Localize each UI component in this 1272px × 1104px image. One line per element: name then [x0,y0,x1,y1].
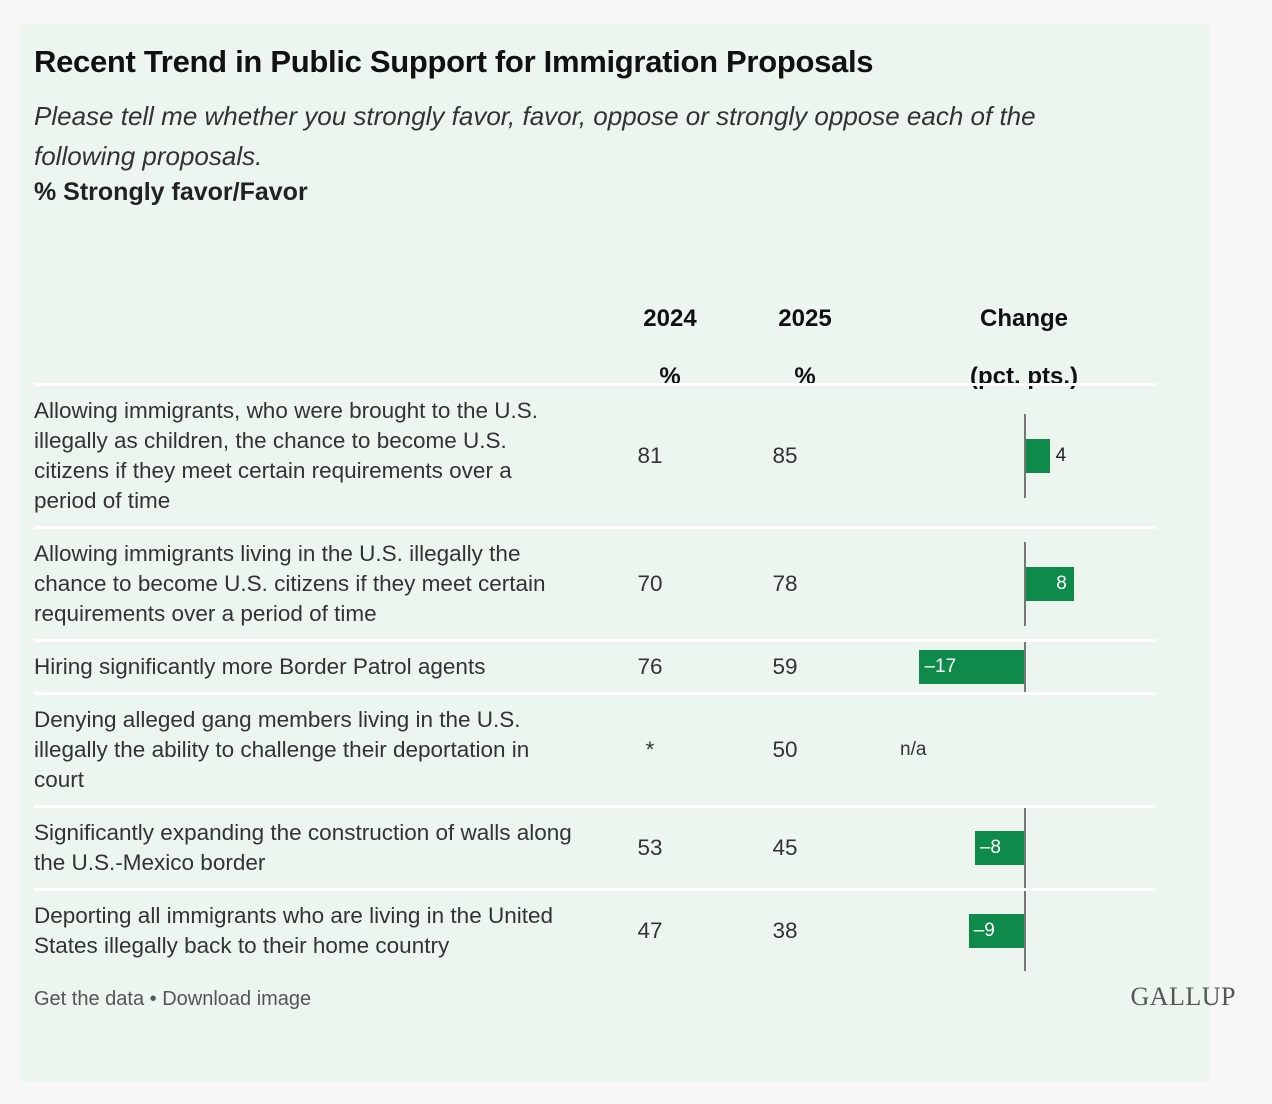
header-2025-year: 2025 [778,305,832,332]
value-2025: 78 [772,571,798,596]
value-2024: 53 [637,835,663,860]
change-cell: –9 [874,891,1154,971]
change-na-label: n/a [900,739,927,760]
value-2025: 85 [772,443,798,468]
value-2025: 45 [772,835,798,860]
value-2024: 76 [637,654,663,679]
value-2025: 50 [772,737,798,762]
footer-separator: • [144,988,163,1010]
get-data-link[interactable]: Get the data [34,988,145,1010]
zero-line [1024,414,1026,498]
change-label: 4 [1055,445,1067,466]
table-row: Hiring significantly more Border Patrol … [34,639,1156,692]
value-2024: 81 [637,443,663,468]
change-bar [968,914,1024,948]
change-label: –9 [973,920,995,941]
value-2024: 47 [637,918,663,943]
table-row: Allowing immigrants living in the U.S. i… [34,526,1156,639]
change-bar [974,831,1024,865]
zero-line [1024,642,1026,692]
footer-links: Get the data • Download image [34,988,311,1011]
chart-panel [20,24,1210,1082]
change-cell: –17 [874,642,1154,692]
change-label: 8 [1056,573,1067,594]
zero-line [1024,542,1026,626]
table-row: Allowing immigrants, who were brought to… [34,383,1156,526]
value-2025: 59 [772,654,798,679]
row-label: Hiring significantly more Border Patrol … [34,654,486,679]
measure-label: % Strongly favor/Favor [34,178,308,206]
table-row: Significantly expanding the construction… [34,805,1156,888]
table-row: Denying alleged gang members living in t… [34,692,1156,805]
chart-title: Recent Trend in Public Support for Immig… [34,44,874,79]
table-row: Deporting all immigrants who are living … [34,888,1156,971]
change-label: –17 [924,656,957,677]
change-bar [1025,439,1050,473]
change-cell: 8 [874,529,1154,639]
change-bar [919,650,1024,684]
row-label: Significantly expanding the construction… [34,820,572,875]
row-label: Deporting all immigrants who are living … [34,903,553,958]
row-label: Allowing immigrants living in the U.S. i… [34,541,546,626]
data-table: Allowing immigrants, who were brought to… [34,383,1156,971]
gallup-logo: GALLUP [1130,982,1236,1011]
change-cell: 4 [874,386,1154,526]
header-2024-year: 2024 [643,305,697,332]
chart-subtitle: Please tell me whether you strongly favo… [34,101,1036,171]
zero-line [1024,891,1026,971]
change-bar [1025,567,1075,601]
value-2025: 38 [772,918,798,943]
row-label: Denying alleged gang members living in t… [34,707,530,792]
change-cell: n/a [874,695,1154,805]
change-label: –8 [979,837,1001,858]
value-2024: * [645,737,655,762]
change-cell: –8 [874,808,1154,888]
row-label: Allowing immigrants, who were brought to… [34,398,538,513]
zero-line [1024,808,1026,888]
download-image-link[interactable]: Download image [162,988,312,1010]
value-2024: 70 [637,571,663,596]
header-2024: 2024 % [610,290,730,406]
header-change-title: Change [979,305,1068,332]
